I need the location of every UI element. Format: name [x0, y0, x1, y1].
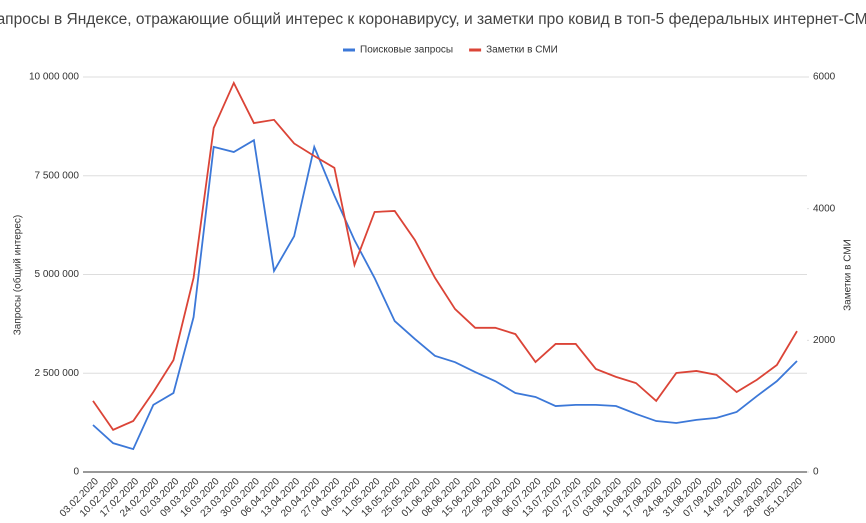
- legend-label: Поисковые запросы: [360, 45, 453, 56]
- y-tick-label: 2 500 000: [35, 368, 80, 379]
- y-tick-label: 10 000 000: [29, 72, 79, 83]
- chart-title: Запросы в Яндексе, отражающие общий инте…: [0, 11, 866, 28]
- y2-tick-label: 2000: [813, 335, 836, 346]
- y-axis-label: Запросы (общий интерес): [12, 215, 24, 336]
- y-tick-label: 5 000 000: [35, 269, 80, 280]
- series-line: [92, 80, 798, 431]
- y2-tick-label: 4000: [813, 203, 836, 214]
- legend-label: Заметки в СМИ: [486, 45, 558, 56]
- y2-tick-label: 0: [813, 467, 819, 478]
- y2-axis-label: Заметки в СМИ: [843, 239, 854, 311]
- y2-tick-label: 6000: [813, 72, 836, 83]
- y-tick-label: 0: [73, 467, 79, 478]
- y-tick-label: 7 500 000: [35, 170, 80, 181]
- series-line: [92, 138, 798, 451]
